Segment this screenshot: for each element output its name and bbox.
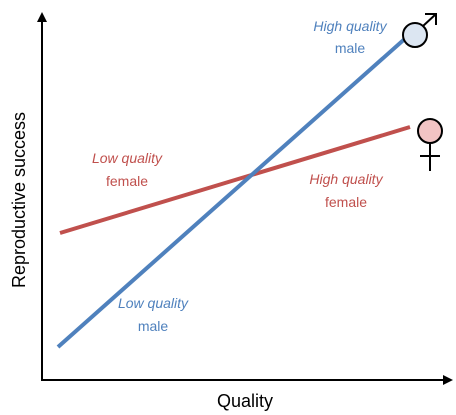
y-axis-label: Reproductive success — [9, 112, 29, 288]
label-quality: Low quality — [92, 150, 163, 166]
female-line — [59, 125, 411, 235]
label-quality: High quality — [313, 18, 387, 34]
label-sex: male — [138, 318, 169, 334]
label-sex: female — [106, 173, 148, 189]
male-symbol — [402, 13, 437, 48]
label-sex: female — [325, 194, 367, 210]
label-quality: High quality — [309, 171, 383, 187]
label-quality: Low quality — [118, 295, 189, 311]
label-sex: male — [335, 40, 366, 56]
x-axis-label: Quality — [217, 391, 273, 411]
female-symbol — [417, 118, 443, 171]
male-line — [56, 34, 410, 349]
